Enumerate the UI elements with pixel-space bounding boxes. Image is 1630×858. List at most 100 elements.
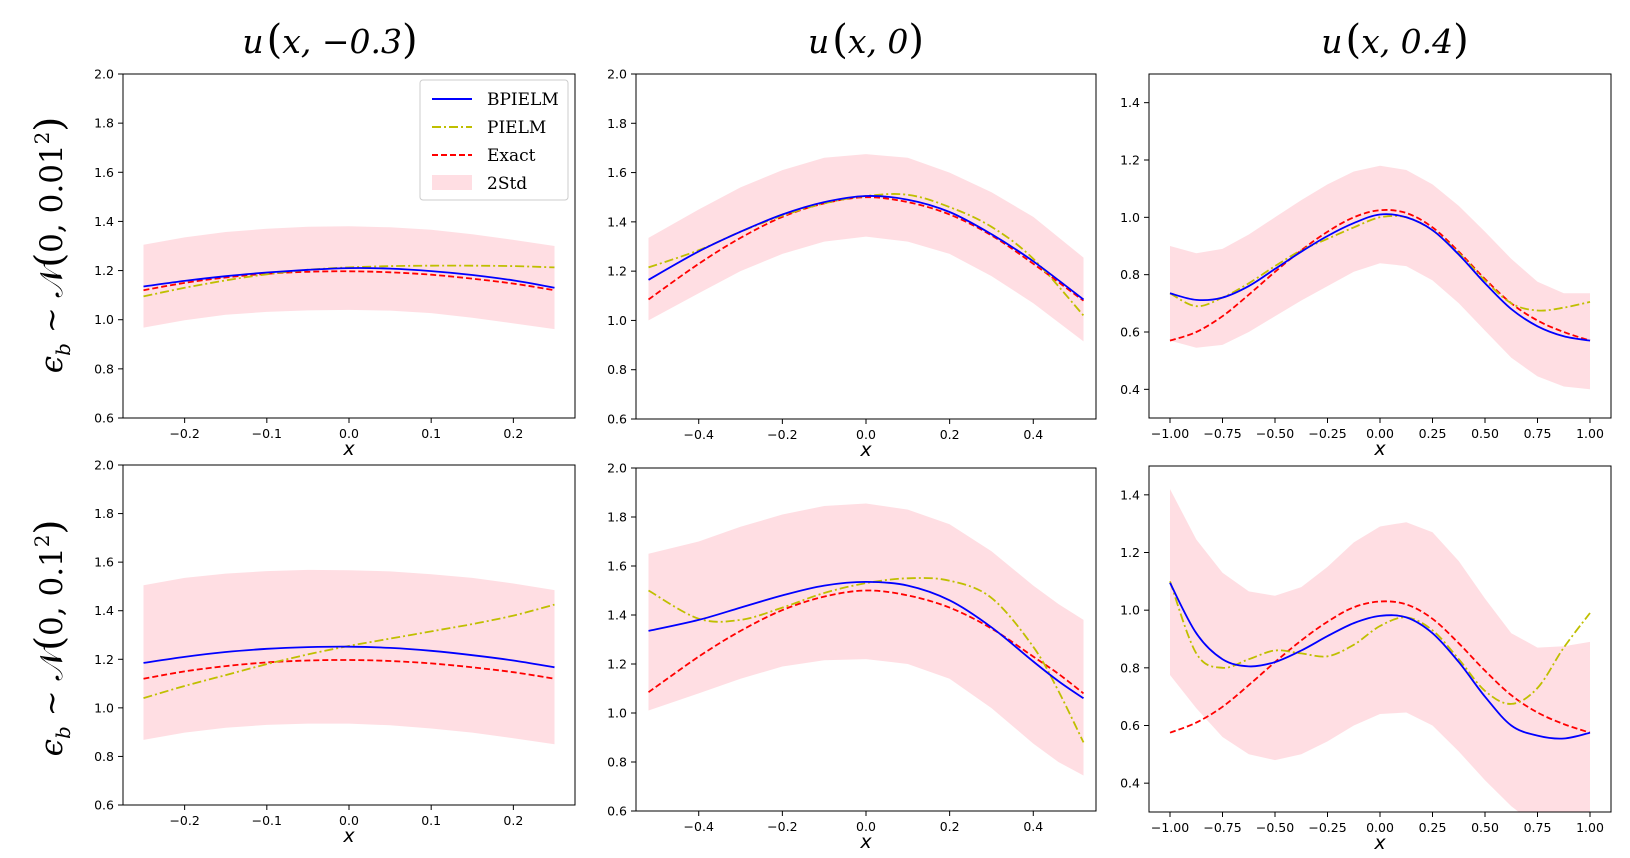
- line-exact: [1169, 600, 1591, 734]
- legend-swatch-2std: [432, 175, 472, 190]
- line-bpielm: [1169, 213, 1591, 342]
- y-tick-label: 1.0: [94, 700, 114, 715]
- panel-r2-c3-plot-area: [1169, 489, 1591, 812]
- x-tick-label: 0.0: [856, 427, 876, 442]
- panel-r2-c1: −0.2 −0.1 0.0 0.1 0.2 0.6 0.8 1.0 1.2 1.4 1.6 1.8 2.…: [94, 458, 576, 847]
- x-axis-label: x: [342, 825, 355, 847]
- y-tick-label: 1.6: [607, 559, 627, 574]
- y-tick-label: 1.4: [1120, 95, 1140, 110]
- x-tick-label: −0.75: [1203, 820, 1241, 835]
- x-tick-label: 0.00: [1366, 426, 1394, 441]
- line-pielm: [1169, 580, 1591, 705]
- row-label-2: ϵb ~ 𝒩(0, 0.12): [27, 520, 75, 757]
- panel-r1-c2: −0.4 −0.2 0.0 0.2 0.4 0.6 0.8 1.0 1.2 1.4 1.6 1.8 2.…: [607, 67, 1097, 461]
- band-2std: [648, 503, 1084, 776]
- y-tick-label: 1.6: [607, 165, 627, 180]
- x-axis-label: x: [1373, 832, 1386, 854]
- y-tick-label: 0.8: [94, 361, 114, 376]
- line-bpielm: [143, 645, 555, 669]
- y-tick-label: 1.0: [607, 706, 627, 721]
- y-tick-label: 0.4: [1120, 382, 1140, 397]
- y-tick-label: 1.0: [607, 313, 627, 328]
- x-tick-label: 1.00: [1576, 820, 1604, 835]
- x-tick-label: 0.0: [856, 819, 876, 834]
- panel-r2-c2: −0.4 −0.2 0.0 0.2 0.4 0.6 0.8 1.0 1.2 1.4 1.6 1.8 2.…: [607, 461, 1097, 853]
- x-tick-label: 0.00: [1366, 820, 1394, 835]
- line-bpielm: [648, 580, 1085, 700]
- x-tick-label: 0.4: [1023, 427, 1043, 442]
- line-pielm: [648, 577, 1085, 743]
- x-tick-label: 1.00: [1576, 426, 1604, 441]
- x-tick-label: 0.0: [339, 426, 359, 441]
- y-tick-label: 1.2: [607, 264, 627, 279]
- band-2std: [143, 226, 555, 330]
- y-tick-label: 1.2: [94, 263, 114, 278]
- y-tick-label: 1.0: [94, 312, 114, 327]
- x-tick-label: 0.1: [421, 426, 441, 441]
- y-tick-label: 1.8: [94, 506, 114, 521]
- y-tick-label: 1.4: [607, 214, 627, 229]
- row-label-1: ϵb ~ 𝒩(0, 0.012): [27, 117, 75, 373]
- x-tick-label: 0.1: [421, 813, 441, 828]
- y-tick-label: 0.6: [94, 411, 114, 426]
- line-exact: [647, 196, 1085, 302]
- legend-label-pielm: PIELM: [487, 118, 546, 138]
- legend-label-bpielm: BPIELM: [487, 90, 559, 110]
- y-tick-label: 1.4: [607, 608, 627, 623]
- y-tick-label: 0.8: [607, 362, 627, 377]
- y-tick-label: 0.6: [1120, 325, 1140, 340]
- x-tick-label: 0.75: [1524, 426, 1552, 441]
- x-tick-label: 0.2: [940, 427, 960, 442]
- band-2std: [1170, 165, 1590, 390]
- line-exact: [143, 270, 555, 292]
- y-tick-label: 0.4: [1120, 776, 1140, 791]
- x-tick-label: −0.2: [767, 819, 797, 834]
- y-tick-label: 2.0: [607, 461, 627, 476]
- panel-r1-c1-plot-area: [143, 226, 555, 330]
- y-tick-label: 1.8: [607, 510, 627, 525]
- x-tick-label: −0.1: [252, 813, 282, 828]
- line-exact: [143, 659, 555, 680]
- line-exact: [1169, 209, 1591, 342]
- y-tick-label: 2.0: [94, 67, 114, 82]
- y-tick-label: 0.6: [607, 412, 627, 427]
- legend-label-2std: 2Std: [487, 174, 527, 194]
- legend-frame: [419, 79, 569, 201]
- panel-r1-c3-plot-area: [1169, 165, 1591, 390]
- y-tick-label: 0.6: [1120, 718, 1140, 733]
- x-tick-label: −0.1: [252, 426, 282, 441]
- line-bpielm: [648, 195, 1085, 301]
- panel-r2-c2-plot-area: [647, 503, 1085, 776]
- panel-r1-c2-plot-area: [647, 154, 1085, 342]
- y-tick-label: 1.2: [607, 657, 627, 672]
- x-tick-label: −0.50: [1256, 426, 1294, 441]
- panel-r1-c1: −0.2 −0.1 0.0 0.1 0.2 0.6 0.8 1.0 1.2 1.4 1.6 1.8 2.…: [94, 67, 576, 460]
- y-tick-label: 1.2: [1120, 153, 1140, 168]
- x-tick-label: 0.25: [1419, 820, 1447, 835]
- y-tick-label: 2.0: [94, 458, 114, 473]
- y-tick-label: 0.6: [94, 798, 114, 813]
- x-tick-label: −1.00: [1151, 426, 1189, 441]
- x-axis-label: x: [1373, 438, 1386, 460]
- x-tick-label: 0.2: [503, 426, 523, 441]
- y-tick-label: 0.8: [94, 749, 114, 764]
- x-tick-label: 0.75: [1524, 820, 1552, 835]
- y-tick-label: 0.8: [607, 755, 627, 770]
- x-tick-label: −0.4: [684, 819, 714, 834]
- x-tick-label: −0.2: [169, 813, 199, 828]
- y-tick-label: 0.8: [1120, 660, 1140, 675]
- x-axis-label: x: [342, 438, 355, 460]
- legend-label-exact: Exact: [487, 146, 536, 166]
- x-tick-label: 0.50: [1471, 820, 1499, 835]
- x-tick-label: −0.25: [1308, 820, 1346, 835]
- x-tick-label: −0.25: [1308, 426, 1346, 441]
- x-tick-label: 0.2: [940, 819, 960, 834]
- x-axis-label: x: [859, 439, 872, 461]
- x-tick-label: −1.00: [1151, 820, 1189, 835]
- x-axis-label: x: [859, 831, 872, 853]
- panel-r1-c3: −1.00 −0.75 −0.50 −0.25 0.00 0.25 0.50 0.75 1.00…: [1120, 73, 1612, 460]
- y-tick-label: 1.6: [94, 165, 114, 180]
- x-tick-label: 0.2: [503, 813, 523, 828]
- y-tick-label: 2.0: [607, 67, 627, 82]
- x-tick-label: 0.25: [1419, 426, 1447, 441]
